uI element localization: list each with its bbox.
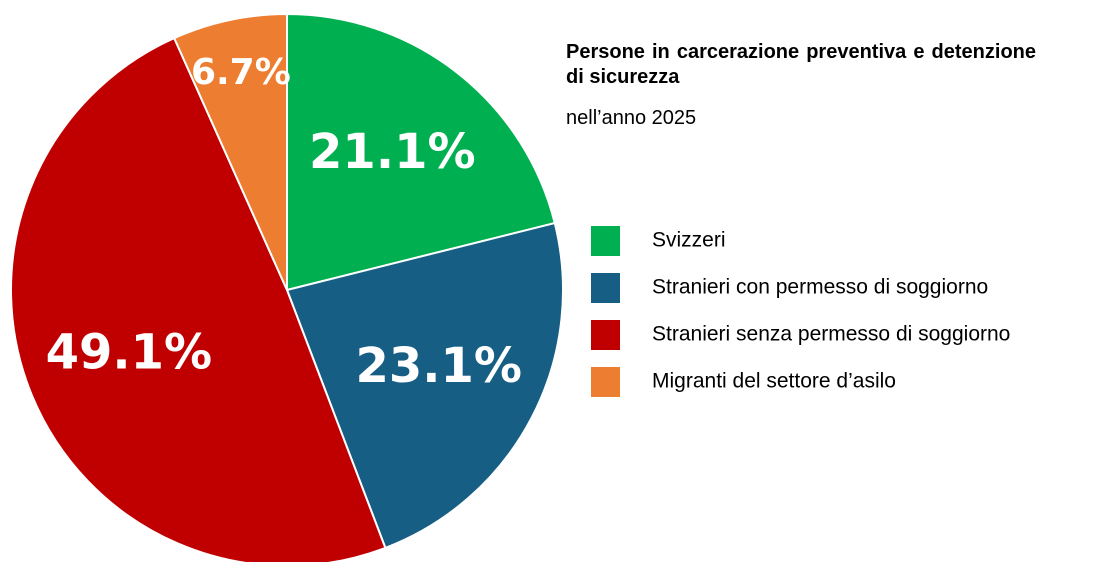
pie-slice <box>172 12 288 291</box>
pie-slice <box>9 36 387 562</box>
legend-swatch <box>591 226 620 256</box>
legend-swatch <box>591 273 620 303</box>
legend-swatch <box>591 320 620 350</box>
legend-swatch <box>591 367 620 397</box>
data-label: 21.1% <box>309 124 476 180</box>
chart-subtitle: nell’anno 2025 <box>566 107 697 129</box>
legend-label: Migranti del settore d’asilo <box>652 370 896 393</box>
legend-label: Svizzeri <box>652 229 726 252</box>
data-label: 6.7% <box>191 52 291 93</box>
pie-slice <box>286 12 556 292</box>
data-label: 23.1% <box>355 338 522 394</box>
data-label: 49.1% <box>46 324 213 380</box>
chart-title: Persone in carcerazione preventiva e det… <box>566 41 1036 88</box>
pie-slice <box>285 221 564 550</box>
legend-label: Stranieri senza permesso di soggiorno <box>652 323 1010 346</box>
legend-label: Stranieri con permesso di soggiorno <box>652 276 988 299</box>
